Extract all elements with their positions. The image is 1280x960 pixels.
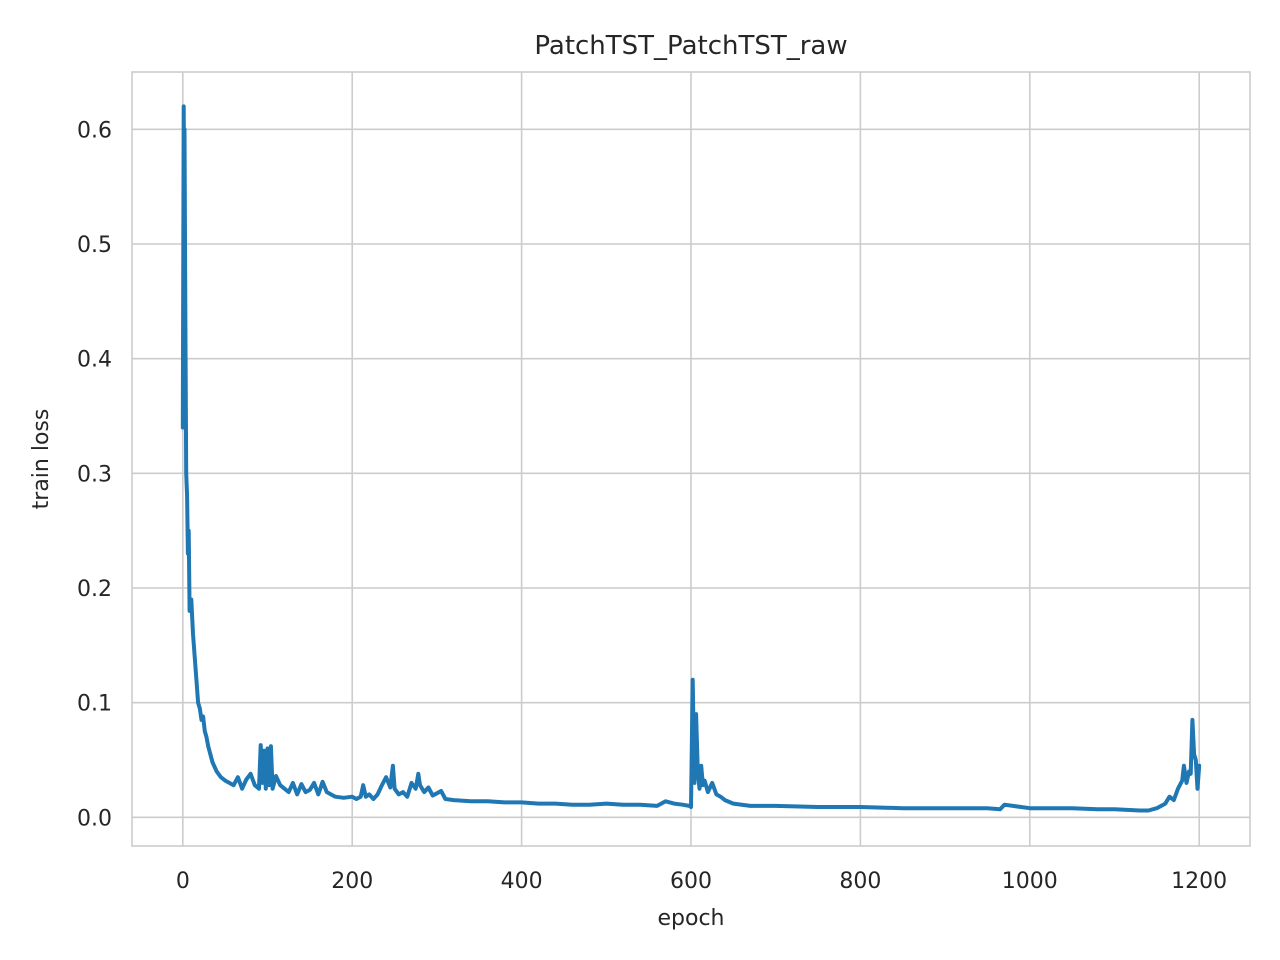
series-layer xyxy=(180,104,1202,813)
series-line xyxy=(180,104,1202,813)
y-tick-label: 0.4 xyxy=(77,348,112,373)
y-axis-label: train loss xyxy=(29,409,54,510)
y-tick-label: 0.0 xyxy=(77,806,112,831)
y-tick-label: 0.5 xyxy=(77,233,112,258)
x-tick-label: 200 xyxy=(331,869,373,894)
plot-frame xyxy=(131,71,1251,847)
x-axis-ticks: 0 200 400 600 800 1000 1200 xyxy=(176,869,1227,894)
grid xyxy=(132,72,1250,846)
x-tick-label: 800 xyxy=(839,869,881,894)
x-tick-label: 1200 xyxy=(1171,869,1227,894)
x-tick-label: 1000 xyxy=(1002,869,1058,894)
x-tick-label: 400 xyxy=(501,869,543,894)
y-tick-label: 0.1 xyxy=(77,692,112,717)
chart-title: PatchTST_PatchTST_raw xyxy=(534,31,847,61)
y-tick-label: 0.2 xyxy=(77,577,112,602)
x-axis-label: epoch xyxy=(658,906,725,931)
x-tick-label: 0 xyxy=(176,869,190,894)
y-tick-label: 0.6 xyxy=(77,118,112,143)
x-tick-label: 600 xyxy=(670,869,712,894)
y-tick-label: 0.3 xyxy=(77,462,112,487)
y-axis-ticks: 0.0 0.1 0.2 0.3 0.4 0.5 0.6 xyxy=(77,118,112,831)
